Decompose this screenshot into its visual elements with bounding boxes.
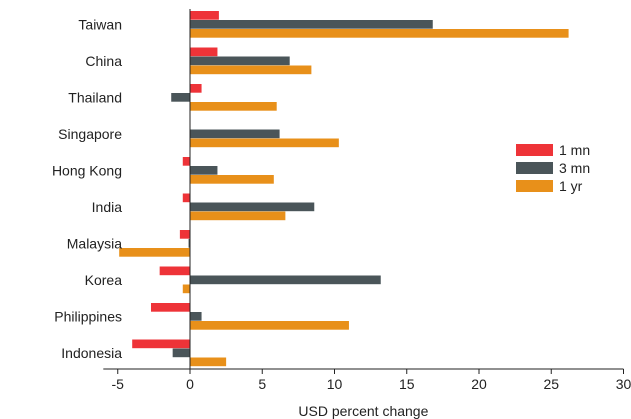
x-axis-label: USD percent change (298, 403, 428, 419)
legend-swatch (516, 144, 553, 156)
bar-taiwan-1-mn (190, 11, 219, 20)
category-label: India (92, 199, 123, 215)
legend-label: 1 mn (559, 142, 590, 158)
bar-china-1-yr (190, 65, 312, 75)
category-label: Thailand (68, 90, 122, 106)
category-labels: Taiwan China Thailand Singapore Hong Kong Ind… (52, 17, 122, 362)
bar-thailand-3-mn (171, 93, 190, 102)
category-label: Malaysia (67, 236, 122, 252)
bar-china-3-mn (190, 56, 290, 66)
bar-taiwan-1-yr (190, 29, 569, 38)
category-label: Philippines (54, 309, 122, 325)
legend: 1 mn 3 mn 1 yr (516, 142, 590, 194)
bar-philippines-1-mn (150, 303, 190, 312)
category-label: Singapore (58, 126, 122, 142)
legend-swatch (516, 162, 553, 174)
bar-thailand-1-mn (190, 84, 202, 93)
x-tick-label: -5 (112, 376, 125, 392)
x-tick-label: 30 (616, 376, 631, 392)
x-tick-label: 20 (471, 376, 487, 392)
category-label: Indonesia (61, 345, 122, 361)
bar-hong-kong-1-mn (182, 157, 190, 166)
bar-malaysia-1-yr (119, 248, 190, 257)
x-tick-label: 10 (327, 376, 343, 392)
bar-korea-3-mn (190, 275, 381, 285)
category-label: Taiwan (78, 17, 122, 33)
bar-malaysia-1-mn (179, 230, 190, 239)
bar-indonesia-1-yr (190, 357, 227, 367)
category-label: China (85, 53, 122, 69)
bar-korea-1-yr (182, 284, 190, 294)
bar-philippines-3-mn (190, 312, 202, 321)
legend-label: 3 mn (559, 160, 590, 176)
bar-singapore-3-mn (190, 129, 280, 139)
bar-hong-kong-3-mn (190, 166, 218, 175)
bar-thailand-1-yr (190, 102, 277, 111)
bar-indonesia-3-mn (172, 348, 190, 358)
bar-india-1-yr (190, 211, 286, 221)
legend-label: 1 yr (559, 178, 583, 194)
bar-indonesia-1-mn (132, 339, 190, 349)
x-ticks: -5 0 5 10 15 20 25 30 (112, 369, 631, 392)
x-tick-label: 25 (543, 376, 559, 392)
x-tick-label: 5 (258, 376, 266, 392)
legend-swatch (516, 180, 553, 192)
x-tick-label: 15 (399, 376, 415, 392)
bar-china-1-mn (190, 47, 218, 57)
bar-india-3-mn (190, 202, 315, 212)
bar-singapore-1-yr (190, 138, 339, 148)
bar-korea-1-mn (159, 266, 190, 276)
bar-india-1-mn (182, 193, 190, 203)
bars-layer (119, 11, 569, 367)
bar-malaysia-3-mn (188, 239, 190, 248)
bar-taiwan-3-mn (190, 20, 433, 29)
category-label: Korea (85, 272, 123, 288)
x-tick-label: 0 (186, 376, 194, 392)
bar-hong-kong-1-yr (190, 175, 274, 184)
category-label: Hong Kong (52, 163, 122, 179)
bar-philippines-1-yr (190, 321, 349, 330)
